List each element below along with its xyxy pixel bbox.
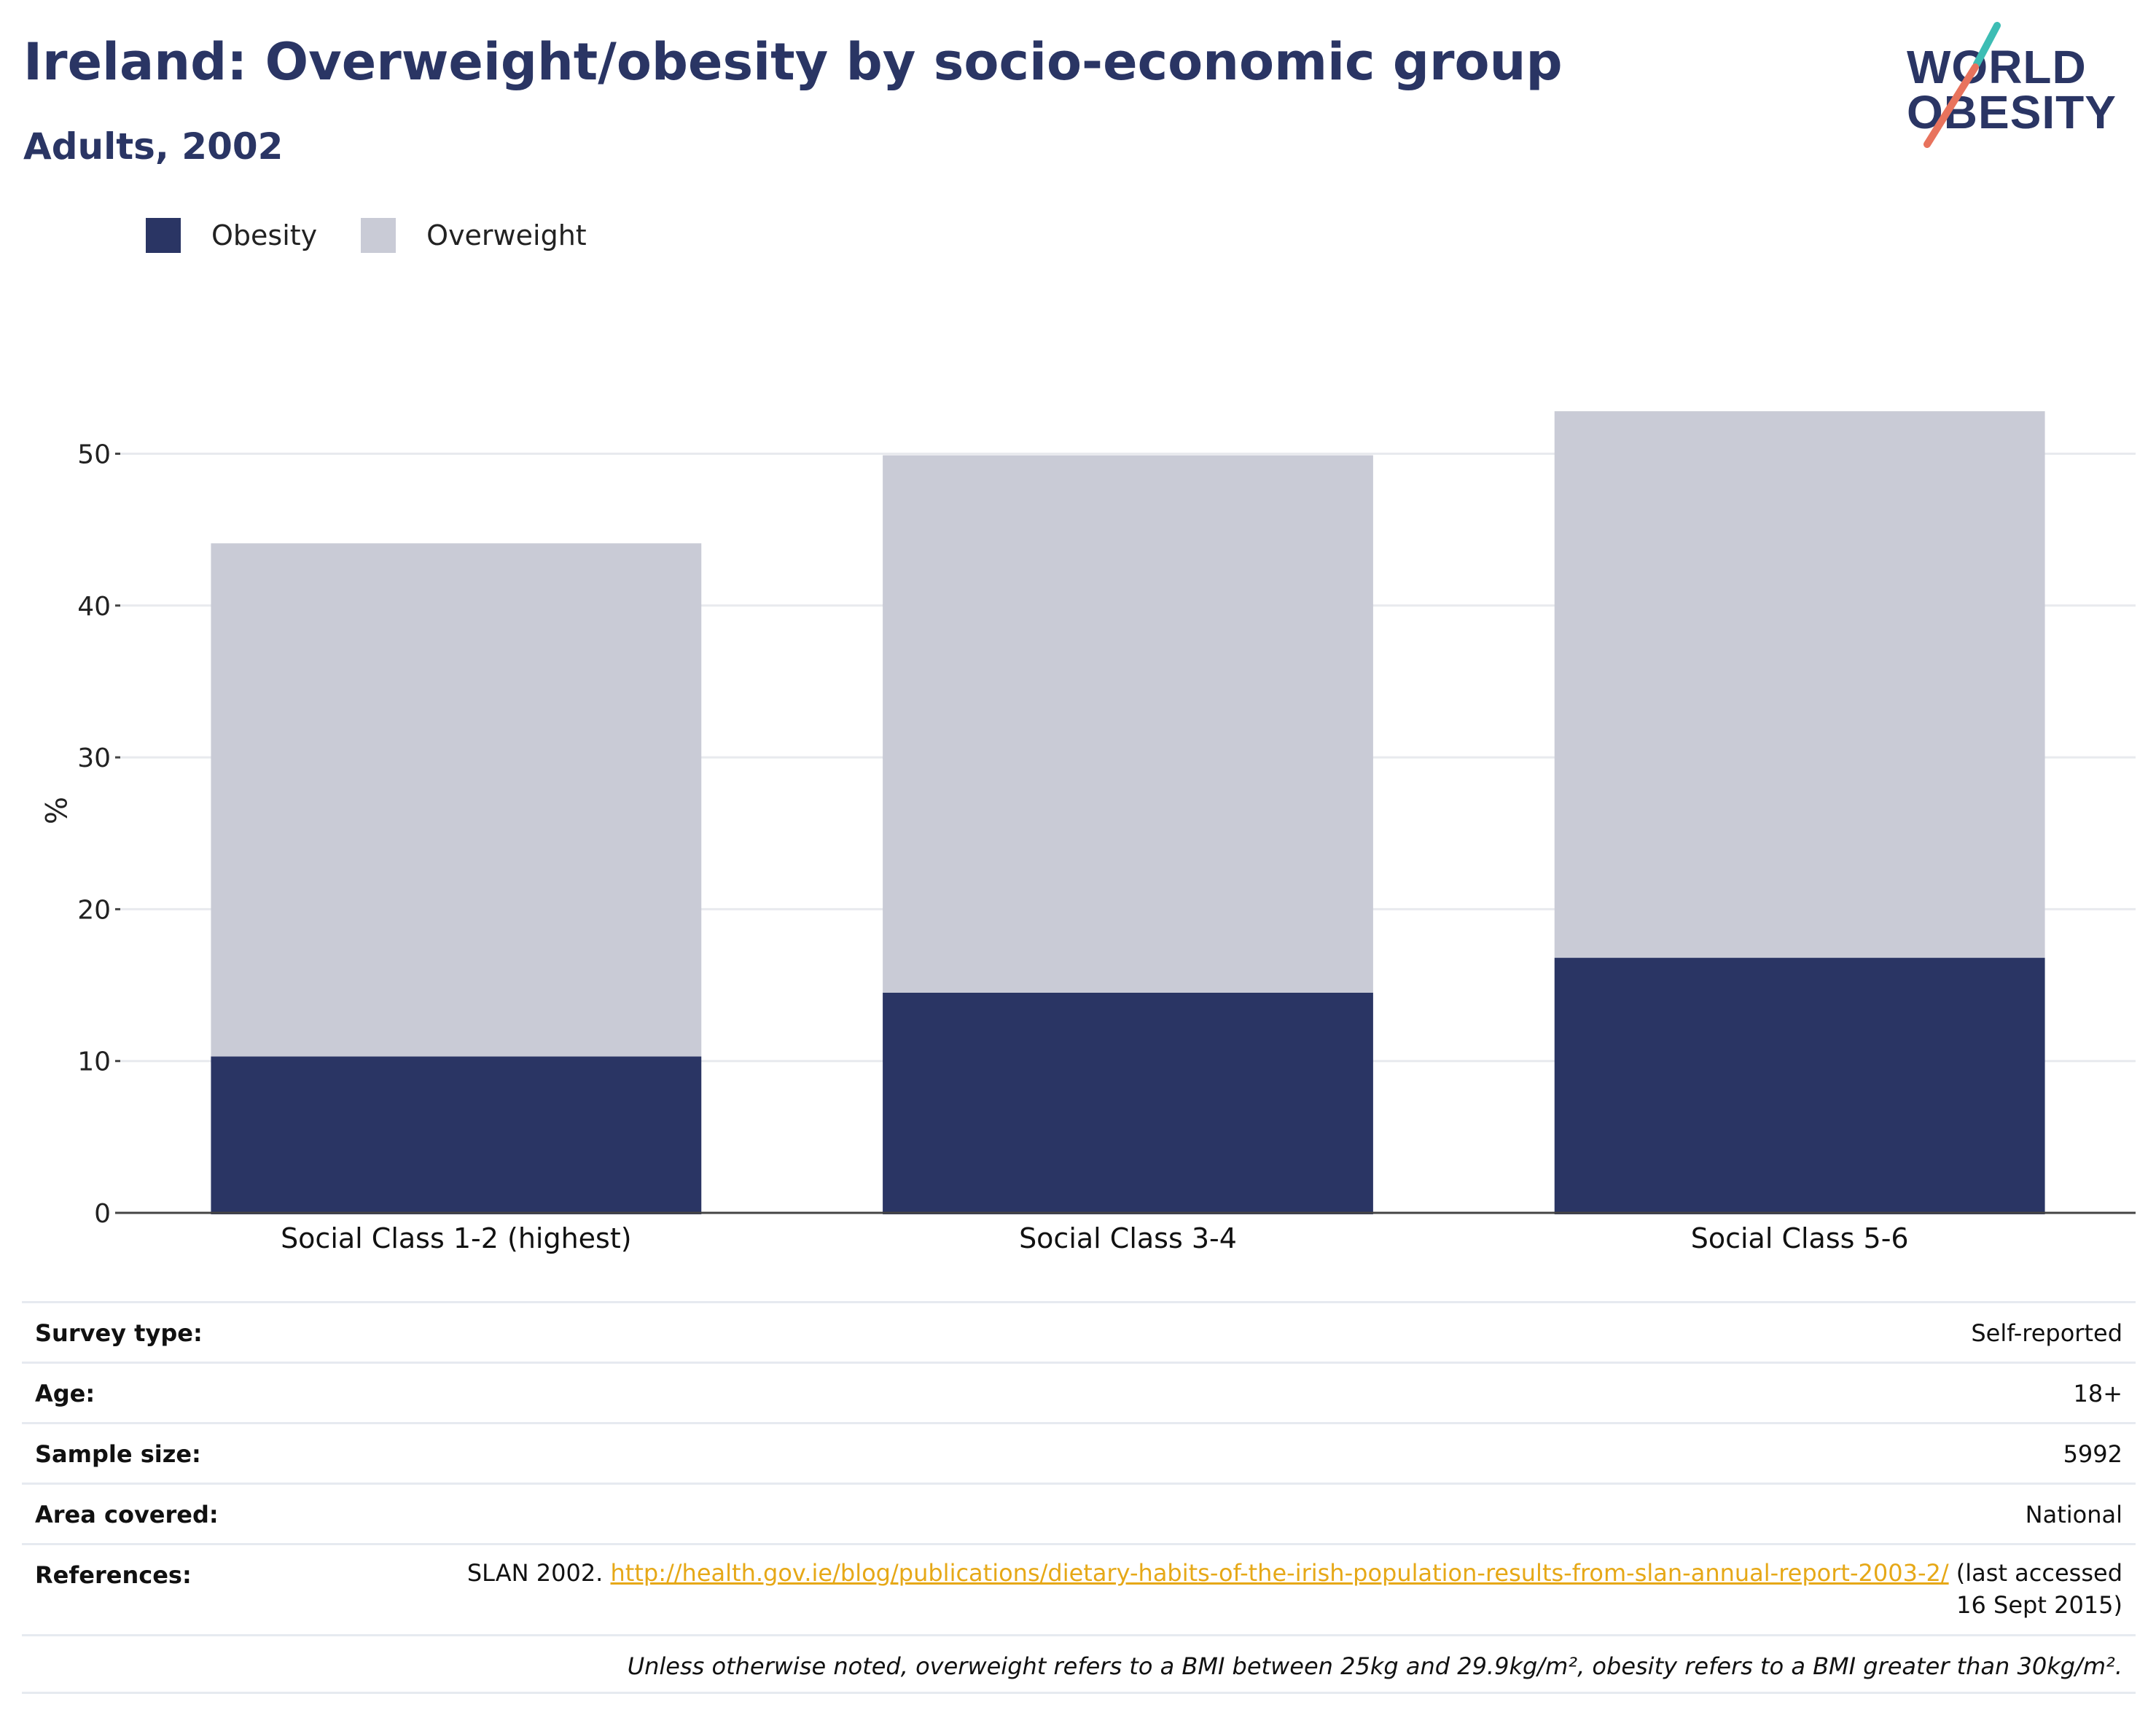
info-row-area-covered: Area covered: National bbox=[22, 1483, 2136, 1543]
info-row-sample-size: Sample size: 5992 bbox=[22, 1422, 2136, 1483]
chart-legend: Obesity Overweight bbox=[146, 217, 630, 254]
legend-item-obesity[interactable]: Obesity bbox=[146, 218, 317, 253]
info-row-survey-type: Survey type: Self-reported bbox=[22, 1301, 2136, 1362]
bar-obesity-3 bbox=[1554, 958, 2045, 1214]
logo-word-world: WORLD bbox=[1907, 41, 2087, 93]
info-value: 18+ bbox=[2073, 1380, 2122, 1407]
reference-accessed: (last accessed 16 Sept 2015) bbox=[1956, 1559, 2122, 1619]
info-row-bmi-note: Unless otherwise noted, overweight refer… bbox=[22, 1634, 2136, 1694]
bmi-definition-note: Unless otherwise noted, overweight refer… bbox=[627, 1652, 2122, 1680]
x-tick-label: Social Class 3-4 bbox=[1019, 1222, 1237, 1254]
x-tick-label: Social Class 1-2 (highest) bbox=[281, 1222, 632, 1254]
chart-subtitle: Adults, 2002 bbox=[23, 125, 284, 168]
y-tick-label: 30 bbox=[77, 743, 111, 773]
info-value: SLAN 2002. http://health.gov.ie/blog/pub… bbox=[446, 1557, 2122, 1621]
stacked-bar-chart: 0 10 20 30 40 50% Social Class 1-2 (highest) So… bbox=[38, 411, 2136, 1254]
legend-item-overweight[interactable]: Overweight bbox=[361, 218, 587, 253]
info-value: Self-reported bbox=[1971, 1319, 2122, 1347]
y-tick-label: 10 bbox=[77, 1047, 111, 1077]
y-tick-label: 40 bbox=[77, 592, 111, 622]
survey-info-table: Survey type: Self-reported Age: 18+ Samp… bbox=[22, 1301, 2136, 1694]
bar-overweight-2 bbox=[883, 455, 1373, 993]
reference-source: SLAN 2002. bbox=[466, 1559, 604, 1587]
info-label: References: bbox=[35, 1561, 192, 1589]
info-label: Age: bbox=[35, 1380, 95, 1407]
bar-overweight-3 bbox=[1554, 411, 2045, 958]
info-value: 5992 bbox=[2063, 1440, 2122, 1468]
bar-obesity-1 bbox=[211, 1056, 702, 1214]
info-row-age: Age: 18+ bbox=[22, 1362, 2136, 1422]
info-label: Survey type: bbox=[35, 1319, 203, 1347]
y-tick-label: 20 bbox=[77, 895, 111, 925]
legend-swatch-overweight bbox=[361, 218, 397, 253]
bar-obesity-2 bbox=[883, 992, 1373, 1214]
info-label: Area covered: bbox=[35, 1501, 219, 1528]
info-row-references: References: SLAN 2002. http://health.gov… bbox=[22, 1543, 2136, 1634]
chart-title: Ireland: Overweight/obesity by socio-eco… bbox=[23, 32, 1563, 92]
y-axis-label: % bbox=[38, 797, 71, 824]
world-obesity-logo: WORLD OBESITY bbox=[1895, 22, 2143, 153]
info-label: Sample size: bbox=[35, 1440, 201, 1468]
info-value: National bbox=[2025, 1501, 2122, 1528]
x-tick-label: Social Class 5-6 bbox=[1691, 1222, 1909, 1254]
legend-label-overweight: Overweight bbox=[426, 219, 587, 251]
logo-slash-icon bbox=[1923, 22, 2001, 148]
legend-swatch-obesity bbox=[146, 218, 181, 253]
bar-overweight-1 bbox=[211, 543, 702, 1057]
legend-label-obesity: Obesity bbox=[211, 219, 318, 251]
reference-link[interactable]: http://health.gov.ie/blog/publications/d… bbox=[610, 1559, 1949, 1587]
y-tick-label: 0 bbox=[94, 1199, 111, 1229]
y-tick-label: 50 bbox=[77, 440, 111, 469]
